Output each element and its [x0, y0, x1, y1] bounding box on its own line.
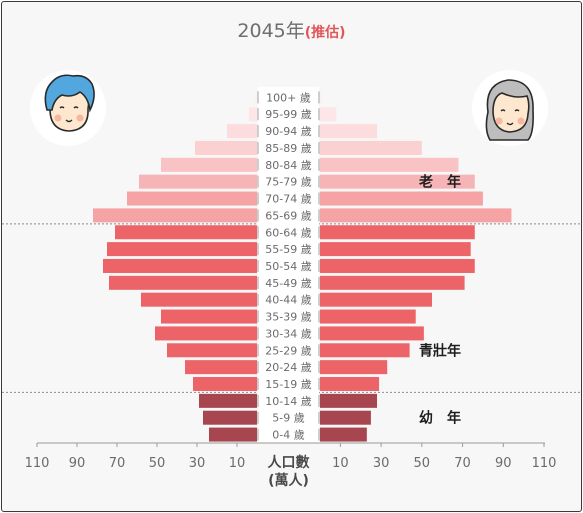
x-tick-label-left: 50 [149, 456, 166, 471]
bar-right-0 [320, 427, 367, 442]
female-avatar-icon [472, 70, 548, 146]
bar-left-1 [203, 410, 257, 425]
male-avatar-icon [30, 70, 106, 146]
age-label: 20-24 歲 [265, 360, 311, 374]
age-label: 40-44 歲 [265, 293, 311, 307]
x-tick-label-left: 70 [109, 456, 126, 471]
bar-left-0 [209, 427, 257, 442]
bar-right-10 [320, 258, 475, 273]
age-label: 35-39 歲 [265, 310, 311, 324]
age-label: 55-59 歲 [265, 242, 311, 256]
bar-left-19 [249, 107, 257, 122]
bar-right-19 [320, 107, 337, 122]
bar-right-5 [320, 343, 410, 358]
bar-right-7 [320, 309, 416, 324]
group-label: 青壯年 [419, 342, 461, 359]
age-label: 30-34 歲 [265, 326, 311, 340]
bar-left-8 [141, 292, 257, 307]
bar-right-11 [320, 242, 471, 257]
bar-left-4 [185, 360, 257, 375]
bar-left-5 [167, 343, 257, 358]
x-axis-label: 人口數 [268, 454, 310, 471]
x-tick-label-right: 10 [332, 456, 349, 471]
bar-left-20 [255, 90, 257, 105]
bar-left-9 [109, 275, 257, 290]
bar-left-17 [195, 140, 257, 155]
bar-left-3 [193, 376, 257, 391]
bar-right-15 [320, 174, 475, 189]
bar-right-9 [320, 275, 465, 290]
age-label: 0-4 歲 [272, 428, 304, 442]
bar-left-14 [127, 191, 257, 206]
bar-left-7 [161, 309, 257, 324]
age-label: 45-49 歲 [265, 276, 311, 290]
x-tick-label-right: 70 [454, 456, 471, 471]
bar-right-18 [320, 124, 378, 139]
bar-right-2 [320, 393, 378, 408]
x-tick-label-left: 90 [69, 456, 86, 471]
bar-left-2 [199, 393, 257, 408]
age-label: 75-79 歲 [265, 175, 311, 189]
bar-right-6 [320, 326, 424, 341]
x-tick-label-right: 90 [495, 456, 512, 471]
bar-right-17 [320, 140, 422, 155]
age-label: 85-89 歲 [265, 141, 311, 155]
age-label: 95-99 歲 [265, 107, 311, 121]
age-label: 80-84 歲 [265, 158, 311, 172]
bar-left-13 [93, 208, 257, 223]
title-estimate-note: (推估) [304, 25, 346, 41]
age-label: 70-74 歲 [265, 192, 311, 206]
age-label: 60-64 歲 [265, 225, 311, 239]
bar-left-12 [115, 225, 257, 240]
bar-right-12 [320, 225, 475, 240]
x-tick-label-left: 30 [189, 456, 206, 471]
age-label: 15-19 歲 [265, 377, 311, 391]
bar-left-10 [103, 258, 257, 273]
x-tick-label-right: 30 [373, 456, 390, 471]
title-year: 2045年 [237, 20, 305, 42]
group-label: 幼 年 [419, 410, 461, 427]
bar-right-16 [320, 157, 459, 172]
age-label: 25-29 歲 [265, 343, 311, 357]
age-label: 5-9 歲 [272, 411, 304, 425]
x-tick-label-right: 50 [414, 456, 431, 471]
chart-title: 2045年(推估) [0, 16, 583, 43]
bar-left-16 [161, 157, 257, 172]
bar-left-15 [139, 174, 257, 189]
bar-right-20 [320, 90, 323, 105]
age-label: 10-14 歲 [265, 394, 311, 408]
bar-right-4 [320, 360, 388, 375]
x-tick-label-left: 10 [229, 456, 246, 471]
bar-right-8 [320, 292, 432, 307]
age-label: 50-54 歲 [265, 259, 311, 273]
bar-left-11 [107, 242, 257, 257]
x-axis-unit: (萬人) [268, 472, 309, 489]
age-label: 100+ 歲 [266, 90, 311, 104]
bar-left-18 [227, 124, 257, 139]
age-label: 65-69 歲 [265, 208, 311, 222]
bar-right-14 [320, 191, 483, 206]
bar-left-6 [155, 326, 257, 341]
group-label: 老 年 [419, 174, 461, 191]
age-label: 90-94 歲 [265, 124, 311, 138]
age-label-column [258, 86, 319, 443]
x-tick-label-right: 110 [532, 456, 557, 471]
bar-right-3 [320, 376, 380, 391]
bar-right-13 [320, 208, 512, 223]
bar-right-1 [320, 410, 371, 425]
x-tick-label-left: 110 [25, 456, 50, 471]
